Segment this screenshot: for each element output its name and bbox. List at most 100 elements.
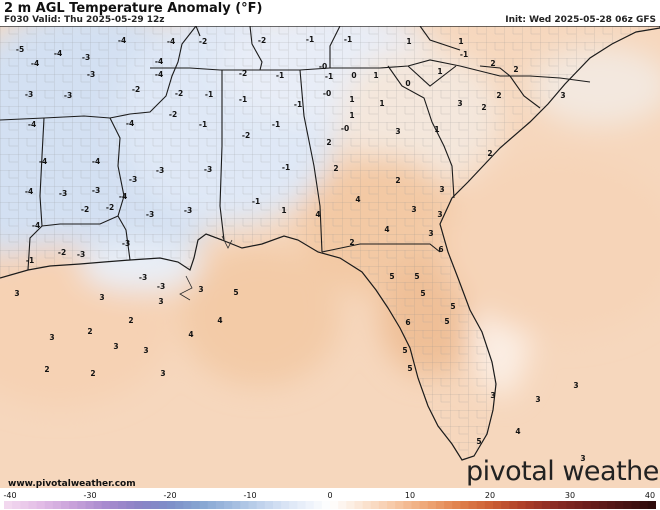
colorbar-swatch xyxy=(44,501,54,509)
colorbar-swatch xyxy=(150,501,160,509)
colorbar-swatch xyxy=(395,501,404,509)
colorbar-swatch xyxy=(541,501,551,509)
anomaly-value-label: -4 xyxy=(126,119,134,128)
rivers-and-inlets xyxy=(179,235,233,301)
anomaly-value-label: 5 xyxy=(407,364,412,373)
colorbar-swatch xyxy=(444,501,453,509)
colorbar-tick-label: -10 xyxy=(243,491,257,500)
colorbar-swatch xyxy=(321,501,331,509)
anomaly-value-label: -1 xyxy=(344,35,352,44)
colorbar-swatch xyxy=(4,501,13,509)
valid-time: F030 Valid: Thu 2025-05-29 12z xyxy=(4,15,165,25)
website-url[interactable]: www.pivotalweather.com xyxy=(8,479,136,489)
colorbar-swatch xyxy=(207,501,217,509)
anomaly-value-label: 4 xyxy=(188,330,193,339)
colorbar-swatch xyxy=(20,501,30,509)
colorbar-tick-label: 0 xyxy=(327,491,333,500)
anomaly-value-label: 3 xyxy=(143,346,148,355)
anomaly-value-label: -0 xyxy=(341,124,349,133)
colorbar-swatch xyxy=(598,501,608,509)
anomaly-value-label: -1 xyxy=(205,90,213,99)
anomaly-value-label: -2 xyxy=(81,205,89,214)
colorbar-swatch xyxy=(403,501,413,509)
colorbar-swatch xyxy=(248,501,258,509)
anomaly-value-label: -1 xyxy=(282,163,290,172)
anomaly-value-label: -1 xyxy=(306,35,314,44)
anomaly-value-label: 2 xyxy=(333,164,338,173)
anomaly-value-label: 4 xyxy=(355,195,360,204)
anomaly-value-label: 3 xyxy=(158,297,163,306)
colorbar-swatch xyxy=(574,501,584,509)
anomaly-value-label: -4 xyxy=(25,187,33,196)
anomaly-value-label: -3 xyxy=(92,186,100,195)
anomaly-value-label: 2 xyxy=(87,327,92,336)
anomaly-value-label: -1 xyxy=(460,50,468,59)
anomaly-value-label: 1 xyxy=(437,67,442,76)
colorbar-tick-label: -40 xyxy=(3,491,17,500)
colorbar-swatch xyxy=(525,501,535,509)
colorbar-swatch xyxy=(52,501,62,509)
colorbar-swatch xyxy=(509,501,519,509)
temperature-anomaly-map[interactable]: -5 -4 -4 -4 -2 -2 -1 -1 1 1 -1 -4 -3 -4 -3 -4 -2 -1 -0 0 2 2-… xyxy=(0,26,660,488)
anomaly-value-label: 5 xyxy=(444,317,449,326)
anomaly-value-label: 0 xyxy=(351,71,356,80)
anomaly-value-label: 1 xyxy=(281,206,286,215)
colorbar-tick-label: 20 xyxy=(484,491,496,500)
anomaly-labels: -5 -4-4 -4 -2 -2 -1 -1 1 1-1-4-3 -4-3 -4 -2 -1-0022-… xyxy=(14,35,585,463)
colorbar-swatch xyxy=(435,501,445,509)
colorbar-tick-label: 30 xyxy=(564,491,576,500)
anomaly-value-label: -1 xyxy=(252,197,260,206)
anomaly-value-label: -2 xyxy=(58,248,66,257)
anomaly-value-label: 2 xyxy=(513,65,518,74)
brand-logo: pivotal weather xyxy=(466,456,660,487)
anomaly-value-label: 1 xyxy=(406,37,411,46)
anomaly-value-label: -3 xyxy=(59,189,67,198)
colorbar-swatch xyxy=(281,501,290,509)
colorbar-swatch xyxy=(411,501,421,509)
anomaly-value-label: 5 xyxy=(420,289,425,298)
anomaly-value-label: -1 xyxy=(26,256,34,265)
colorbar-swatch xyxy=(134,501,144,509)
anomaly-value-label: 3 xyxy=(580,454,585,463)
anomaly-value-label: 1 xyxy=(434,125,439,134)
anomaly-value-label: -2 xyxy=(258,36,266,45)
colorbar-swatch xyxy=(590,501,600,509)
colorbar-swatch xyxy=(183,501,193,509)
colorbar-strip xyxy=(4,501,656,509)
anomaly-value-label: 3 xyxy=(535,395,540,404)
colorbar-swatch xyxy=(493,501,502,509)
colorbar-swatch xyxy=(77,501,87,509)
anomaly-value-label: -1 xyxy=(325,72,333,81)
colorbar-swatch xyxy=(607,501,616,509)
colorbar-swatch xyxy=(419,501,429,509)
map-canvas: -5 -4-4 -4 -2 -2 -1 -1 1 1-1-4-3 -4-3 -4 -2 -1-0022-… xyxy=(0,26,660,488)
colorbar-swatch xyxy=(370,501,380,509)
colorbar-swatch xyxy=(199,501,209,509)
anomaly-value-label: 5 xyxy=(414,272,419,281)
colorbar-swatch xyxy=(289,501,298,509)
map-header: 2 m AGL Temperature Anomaly (°F) F030 Va… xyxy=(0,0,660,26)
anomaly-value-label: 1 xyxy=(379,99,384,108)
colorbar-tick-label: 40 xyxy=(644,491,656,500)
anomaly-value-label: -3 xyxy=(82,53,90,62)
anomaly-value-label: 2 xyxy=(490,59,495,68)
colorbar-swatch xyxy=(615,501,624,509)
map-title: 2 m AGL Temperature Anomaly (°F) xyxy=(4,1,263,16)
colorbar-swatch xyxy=(191,501,201,509)
anomaly-value-label: -2 xyxy=(169,110,177,119)
anomaly-value-label: 2 xyxy=(128,316,133,325)
anomaly-value-label: 1 xyxy=(349,95,354,104)
colorbar-swatch xyxy=(256,501,266,509)
anomaly-value-label: -3 xyxy=(64,91,72,100)
colorbar-ticks: -40 -30 -20 -10 0 10 20 30 40 xyxy=(0,491,660,501)
anomaly-value-label: 2 xyxy=(44,365,49,374)
colorbar-swatch xyxy=(647,501,656,509)
anomaly-value-label: -2 xyxy=(242,131,250,140)
anomaly-value-label: -3 xyxy=(139,273,147,282)
colorbar-swatch xyxy=(36,501,46,509)
anomaly-value-label: -3 xyxy=(146,210,154,219)
anomaly-value-label: -4 xyxy=(39,157,47,166)
anomaly-value-label: 1 xyxy=(373,71,378,80)
anomaly-value-label: -3 xyxy=(129,175,137,184)
colorbar-swatch xyxy=(582,501,592,509)
